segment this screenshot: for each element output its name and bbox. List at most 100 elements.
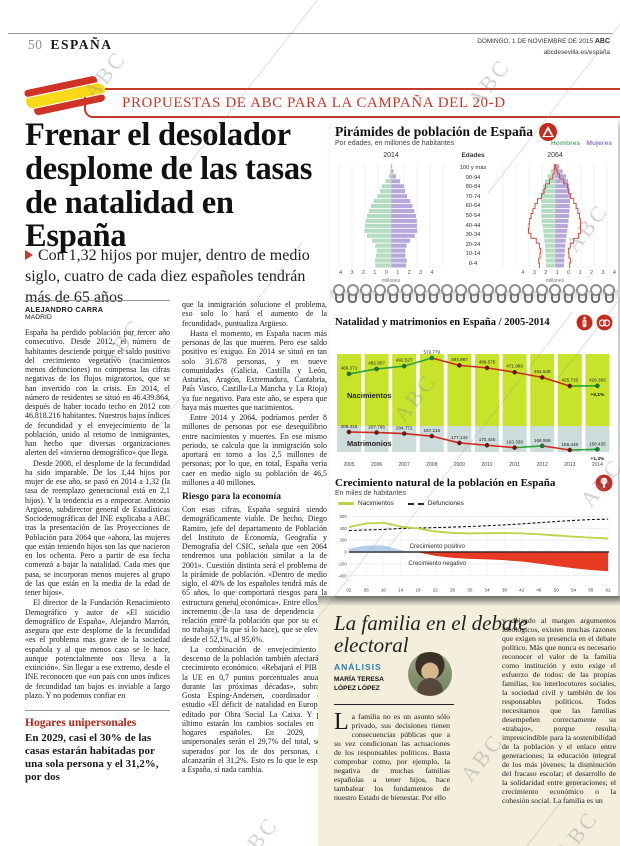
svg-text:2013: 2013 bbox=[564, 462, 575, 468]
svg-text:168.556: 168.556 bbox=[534, 438, 551, 443]
svg-text:163.338: 163.338 bbox=[506, 440, 523, 445]
spiral-binding bbox=[333, 284, 615, 303]
crecimiento-chart-subtitle: En miles de habitantes bbox=[335, 490, 406, 497]
spiral-ring-icon bbox=[535, 284, 548, 303]
pyramid-year-labels: 2014 Edades 2064 bbox=[332, 152, 616, 159]
article-subhead: Con 1,32 hijos por mujer, dentro de medi… bbox=[25, 245, 315, 308]
byline-rule bbox=[25, 300, 170, 301]
spiral-ring-icon bbox=[414, 284, 426, 303]
svg-text:18: 18 bbox=[415, 588, 421, 593]
brand-abc: ABC bbox=[594, 38, 610, 45]
svg-text:58: 58 bbox=[588, 588, 594, 593]
analysis-rule bbox=[334, 704, 454, 705]
svg-text:170.440: 170.440 bbox=[479, 437, 496, 442]
spiral-ring-icon bbox=[576, 284, 588, 303]
article-paragraph: España ha perdido población por tercer a… bbox=[25, 328, 170, 458]
svg-text:2008: 2008 bbox=[426, 462, 437, 468]
analysis-col1-text: a familia no es un asunto sólo privado, … bbox=[334, 712, 450, 802]
hand-down-icon bbox=[595, 474, 613, 492]
pyramid-chart-subtitle: Por edades, en millones de habitantes bbox=[335, 140, 455, 147]
analysis-column-2: y dejando al margen argumentos ideológic… bbox=[502, 616, 616, 805]
article-column-2: que la inmigración solucione el problema… bbox=[182, 300, 327, 784]
svg-text:Crecimiento negativo: Crecimiento negativo bbox=[408, 560, 466, 567]
svg-text:38: 38 bbox=[502, 588, 508, 593]
article-subhead-text: Con 1,32 hijos por mujer, dentro de medi… bbox=[25, 247, 310, 307]
svg-text:200: 200 bbox=[339, 538, 347, 543]
analysis-box-shadow bbox=[318, 596, 620, 606]
spiral-ring-icon bbox=[589, 284, 602, 303]
analysis-kicker: ANÁLISIS bbox=[334, 662, 382, 672]
svg-text:2007: 2007 bbox=[399, 462, 410, 468]
spiral-ring-icon bbox=[360, 284, 372, 303]
svg-text:482.957: 482.957 bbox=[368, 360, 385, 365]
analysis-title: La familia en el debate electoral bbox=[334, 611, 528, 658]
svg-text:425.715: 425.715 bbox=[561, 378, 578, 383]
pyramid-2014-chart bbox=[338, 164, 444, 268]
article-paragraph: Hasta el momento, en España nacen más pe… bbox=[182, 328, 327, 412]
highlight-box-title: Hogares unipersonales bbox=[25, 717, 137, 729]
svg-text:2009: 2009 bbox=[454, 462, 465, 468]
svg-text:400: 400 bbox=[339, 526, 347, 531]
pyramid-legend: Hombres Mujeres bbox=[551, 140, 612, 147]
svg-text:-200: -200 bbox=[338, 562, 347, 567]
legend-hombres: Hombres bbox=[550, 140, 581, 147]
svg-text:+1,3%: +1,3% bbox=[591, 456, 605, 462]
article-paragraph: La combinación de envejecimiento y desce… bbox=[182, 644, 327, 775]
svg-text:492.527: 492.527 bbox=[396, 358, 413, 363]
spiral-ring-icon bbox=[441, 284, 453, 303]
spiral-ring-icon bbox=[373, 284, 386, 303]
crecimiento-chart-title: Crecimiento natural de la población en E… bbox=[335, 477, 556, 489]
svg-text:204.772: 204.772 bbox=[396, 426, 413, 431]
svg-text:486.575: 486.575 bbox=[479, 359, 496, 364]
article-body: ALEJANDRO CARRA MADRID España ha perdido… bbox=[25, 300, 327, 784]
svg-text:50: 50 bbox=[554, 588, 560, 593]
spiral-ring-icon bbox=[346, 284, 359, 303]
x-unit-right: millones bbox=[545, 278, 565, 284]
svg-text:0: 0 bbox=[344, 550, 347, 555]
byline-author: ALEJANDRO CARRA bbox=[25, 305, 104, 314]
svg-text:Nacimientos: Nacimientos bbox=[347, 391, 392, 400]
site-url[interactable]: abcdesevilla.es/españa bbox=[543, 48, 610, 56]
svg-text:197.216: 197.216 bbox=[423, 428, 440, 433]
age-label: 0-4 bbox=[468, 260, 478, 267]
svg-text:42: 42 bbox=[519, 588, 525, 593]
svg-text:02: 02 bbox=[346, 588, 352, 593]
age-label: 20-24 bbox=[465, 241, 481, 248]
natalidad-chart-title: Natalidad y matrimonios en España / 2005… bbox=[335, 317, 550, 328]
article-headline: Frenar el desolador desplome de las tasa… bbox=[25, 117, 313, 255]
article-crosshead: Riesgo para la economía bbox=[182, 492, 281, 502]
svg-text:158.425: 158.425 bbox=[589, 441, 606, 446]
spiral-ring-icon bbox=[333, 284, 345, 303]
svg-text:2014: 2014 bbox=[592, 462, 603, 468]
svg-text:471.999: 471.999 bbox=[506, 364, 523, 369]
svg-text:46: 46 bbox=[536, 588, 542, 593]
svg-text:22: 22 bbox=[433, 588, 439, 593]
svg-text:06: 06 bbox=[364, 588, 370, 593]
crecimiento-legend: Nacimientos Defunciones bbox=[338, 500, 464, 507]
svg-text:2010: 2010 bbox=[481, 462, 492, 468]
article-paragraph: El director de la Fundación Renacimiento… bbox=[25, 598, 170, 700]
byline-city: MADRID bbox=[25, 314, 52, 321]
pyramid-year-2064: 2064 bbox=[547, 152, 563, 159]
age-label: 70-74 bbox=[465, 193, 481, 200]
pyramid-chart-title-row: Pirámides de población de España bbox=[335, 122, 558, 142]
wedding-rings-icon bbox=[596, 314, 613, 331]
svg-text:10: 10 bbox=[381, 588, 387, 593]
spiral-ring-icon bbox=[454, 284, 467, 303]
age-label: 30-34 bbox=[465, 232, 481, 239]
article-paragraph: Desde 2008, el desplome de la fecundidad… bbox=[25, 458, 170, 598]
natalidad-chart-title-row: Natalidad y matrimonios en España / 2005… bbox=[335, 314, 613, 331]
age-axis-title: Edades bbox=[461, 152, 485, 159]
svg-text:30: 30 bbox=[467, 588, 473, 593]
spiral-ring-icon bbox=[562, 284, 575, 303]
article-paragraph: que la inmigración solucione el problema… bbox=[182, 300, 327, 328]
spiral-ring-icon bbox=[400, 284, 413, 303]
svg-text:-400: -400 bbox=[338, 573, 347, 578]
age-label: 50-54 bbox=[465, 212, 481, 219]
svg-text:426.303: 426.303 bbox=[589, 377, 606, 382]
highlight-box-hogares: Hogares unipersonales En 2029, casi el 3… bbox=[25, 710, 170, 784]
spiral-ring-icon bbox=[508, 284, 521, 303]
spiral-ring-icon bbox=[549, 284, 561, 303]
spiral-ring-icon bbox=[468, 284, 480, 303]
